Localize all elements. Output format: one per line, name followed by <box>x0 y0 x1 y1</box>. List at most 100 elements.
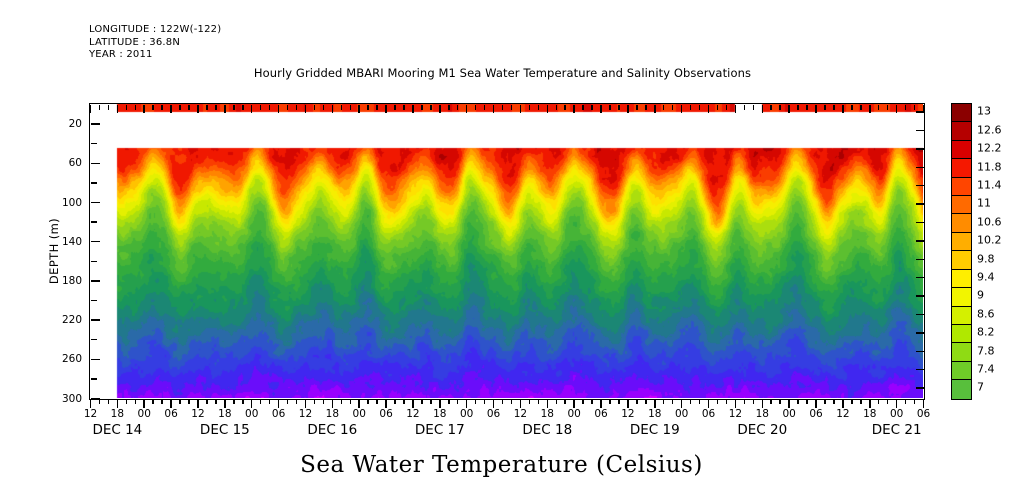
time-tick-minor <box>555 398 557 404</box>
time-tick-top <box>904 104 907 110</box>
day-label: DEC 17 <box>414 422 465 438</box>
time-tick-top <box>752 104 755 110</box>
colorbar-swatch <box>952 214 971 233</box>
colorbar-swatch <box>952 159 971 178</box>
time-tick-top <box>465 104 468 113</box>
time-tick-major <box>869 398 871 408</box>
time-hour-label: 06 <box>379 408 393 420</box>
time-tick-top <box>107 104 110 110</box>
chart-title-text: Hourly Gridded MBARI Mooring M1 Sea Wate… <box>253 66 752 80</box>
time-tick-top <box>564 104 566 110</box>
colorbar-tick-label: 13 <box>977 104 991 118</box>
temperature-contour-field <box>90 104 923 398</box>
time-tick-top <box>331 104 334 113</box>
time-tick-top <box>698 104 701 110</box>
time-tick-top <box>877 104 880 110</box>
time-tick-major <box>922 398 925 408</box>
colorbar-swatch <box>952 104 971 123</box>
time-tick-minor <box>125 398 128 404</box>
time-tick-top <box>510 104 513 110</box>
time-tick-minor <box>268 398 271 404</box>
time-tick-minor <box>215 398 217 404</box>
time-tick-minor <box>430 398 432 404</box>
time-tick-top <box>277 104 280 113</box>
time-tick-top <box>519 104 522 113</box>
time-tick-top <box>788 104 790 113</box>
time-tick-minor <box>501 398 504 404</box>
time-tick-top <box>725 104 728 110</box>
depth-tick-label: 20 <box>68 118 82 131</box>
time-tick-top <box>851 104 853 110</box>
time-tick-top <box>546 104 549 113</box>
depth-tick-label: 60 <box>68 157 82 170</box>
colorbar-swatch <box>952 177 971 197</box>
time-tick-top <box>456 104 459 110</box>
depth-tick-major <box>90 162 100 165</box>
time-tick-minor <box>564 398 566 404</box>
time-tick-major <box>197 398 199 408</box>
time-tick-minor <box>636 398 638 404</box>
time-hour-label: 06 <box>271 408 286 420</box>
time-tick-major <box>788 398 790 408</box>
time-tick-minor <box>367 398 369 404</box>
day-label: DEC 14 <box>92 422 143 438</box>
time-hour-label: 18 <box>110 408 125 420</box>
time-tick-top <box>591 104 593 110</box>
axis-caption-text: Sea Water Temperature (Celsius) <box>300 452 703 478</box>
time-tick-top <box>824 104 826 110</box>
time-tick-minor <box>448 398 450 404</box>
time-tick-major <box>895 398 898 408</box>
time-tick-top <box>385 104 387 113</box>
time-tick-minor <box>671 398 674 404</box>
day-label: DEC 15 <box>199 422 250 438</box>
time-tick-minor <box>98 398 101 404</box>
year-text: YEAR : 2011 <box>89 49 153 60</box>
colorbar-swatch <box>952 232 971 252</box>
time-tick-major <box>224 398 226 408</box>
time-tick-minor <box>242 398 244 404</box>
time-tick-top <box>134 104 137 110</box>
time-tick-major <box>116 398 119 408</box>
colorbar-tick-mark <box>915 221 925 224</box>
depth-tick-major <box>90 240 100 243</box>
colorbar-tick-label: 11.4 <box>977 178 1002 192</box>
time-tick-top <box>680 104 683 113</box>
axis-caption: Sea Water Temperature (Celsius) <box>0 452 1009 478</box>
time-hour-label: 12 <box>406 408 420 420</box>
time-hour-label: 00 <box>245 408 259 420</box>
time-tick-top <box>501 104 504 110</box>
time-tick-top <box>116 104 119 113</box>
time-tick-top <box>376 104 378 110</box>
time-tick-minor <box>152 398 154 404</box>
time-tick-top <box>483 104 486 110</box>
time-tick-top <box>618 104 620 110</box>
time-tick-major <box>519 398 522 408</box>
colorbar-tick-mark <box>915 203 925 205</box>
time-tick-top <box>268 104 271 110</box>
colorbar-tick-mark <box>915 240 925 242</box>
colorbar-tick-label: 9 <box>977 288 984 302</box>
time-tick-minor <box>510 398 513 404</box>
time-tick-top <box>600 104 602 113</box>
time-tick-major <box>358 398 360 408</box>
time-tick-top <box>439 104 441 113</box>
time-tick-minor <box>179 398 181 404</box>
plot-area <box>89 103 925 400</box>
time-tick-top <box>367 104 369 110</box>
time-tick-minor <box>107 398 110 404</box>
colorbar-tick-mark <box>915 387 925 389</box>
time-tick-top <box>206 104 208 110</box>
time-tick-top <box>233 104 235 110</box>
time-tick-minor <box>770 398 772 404</box>
time-hour-label: 00 <box>567 408 581 420</box>
time-tick-top <box>421 104 423 110</box>
time-tick-minor <box>349 398 351 404</box>
time-tick-top <box>609 104 611 110</box>
time-tick-top <box>394 104 396 110</box>
time-tick-minor <box>824 398 826 404</box>
time-tick-minor <box>259 398 262 404</box>
time-tick-top <box>716 104 719 110</box>
time-tick-minor <box>537 398 540 404</box>
time-tick-major <box>815 398 817 408</box>
